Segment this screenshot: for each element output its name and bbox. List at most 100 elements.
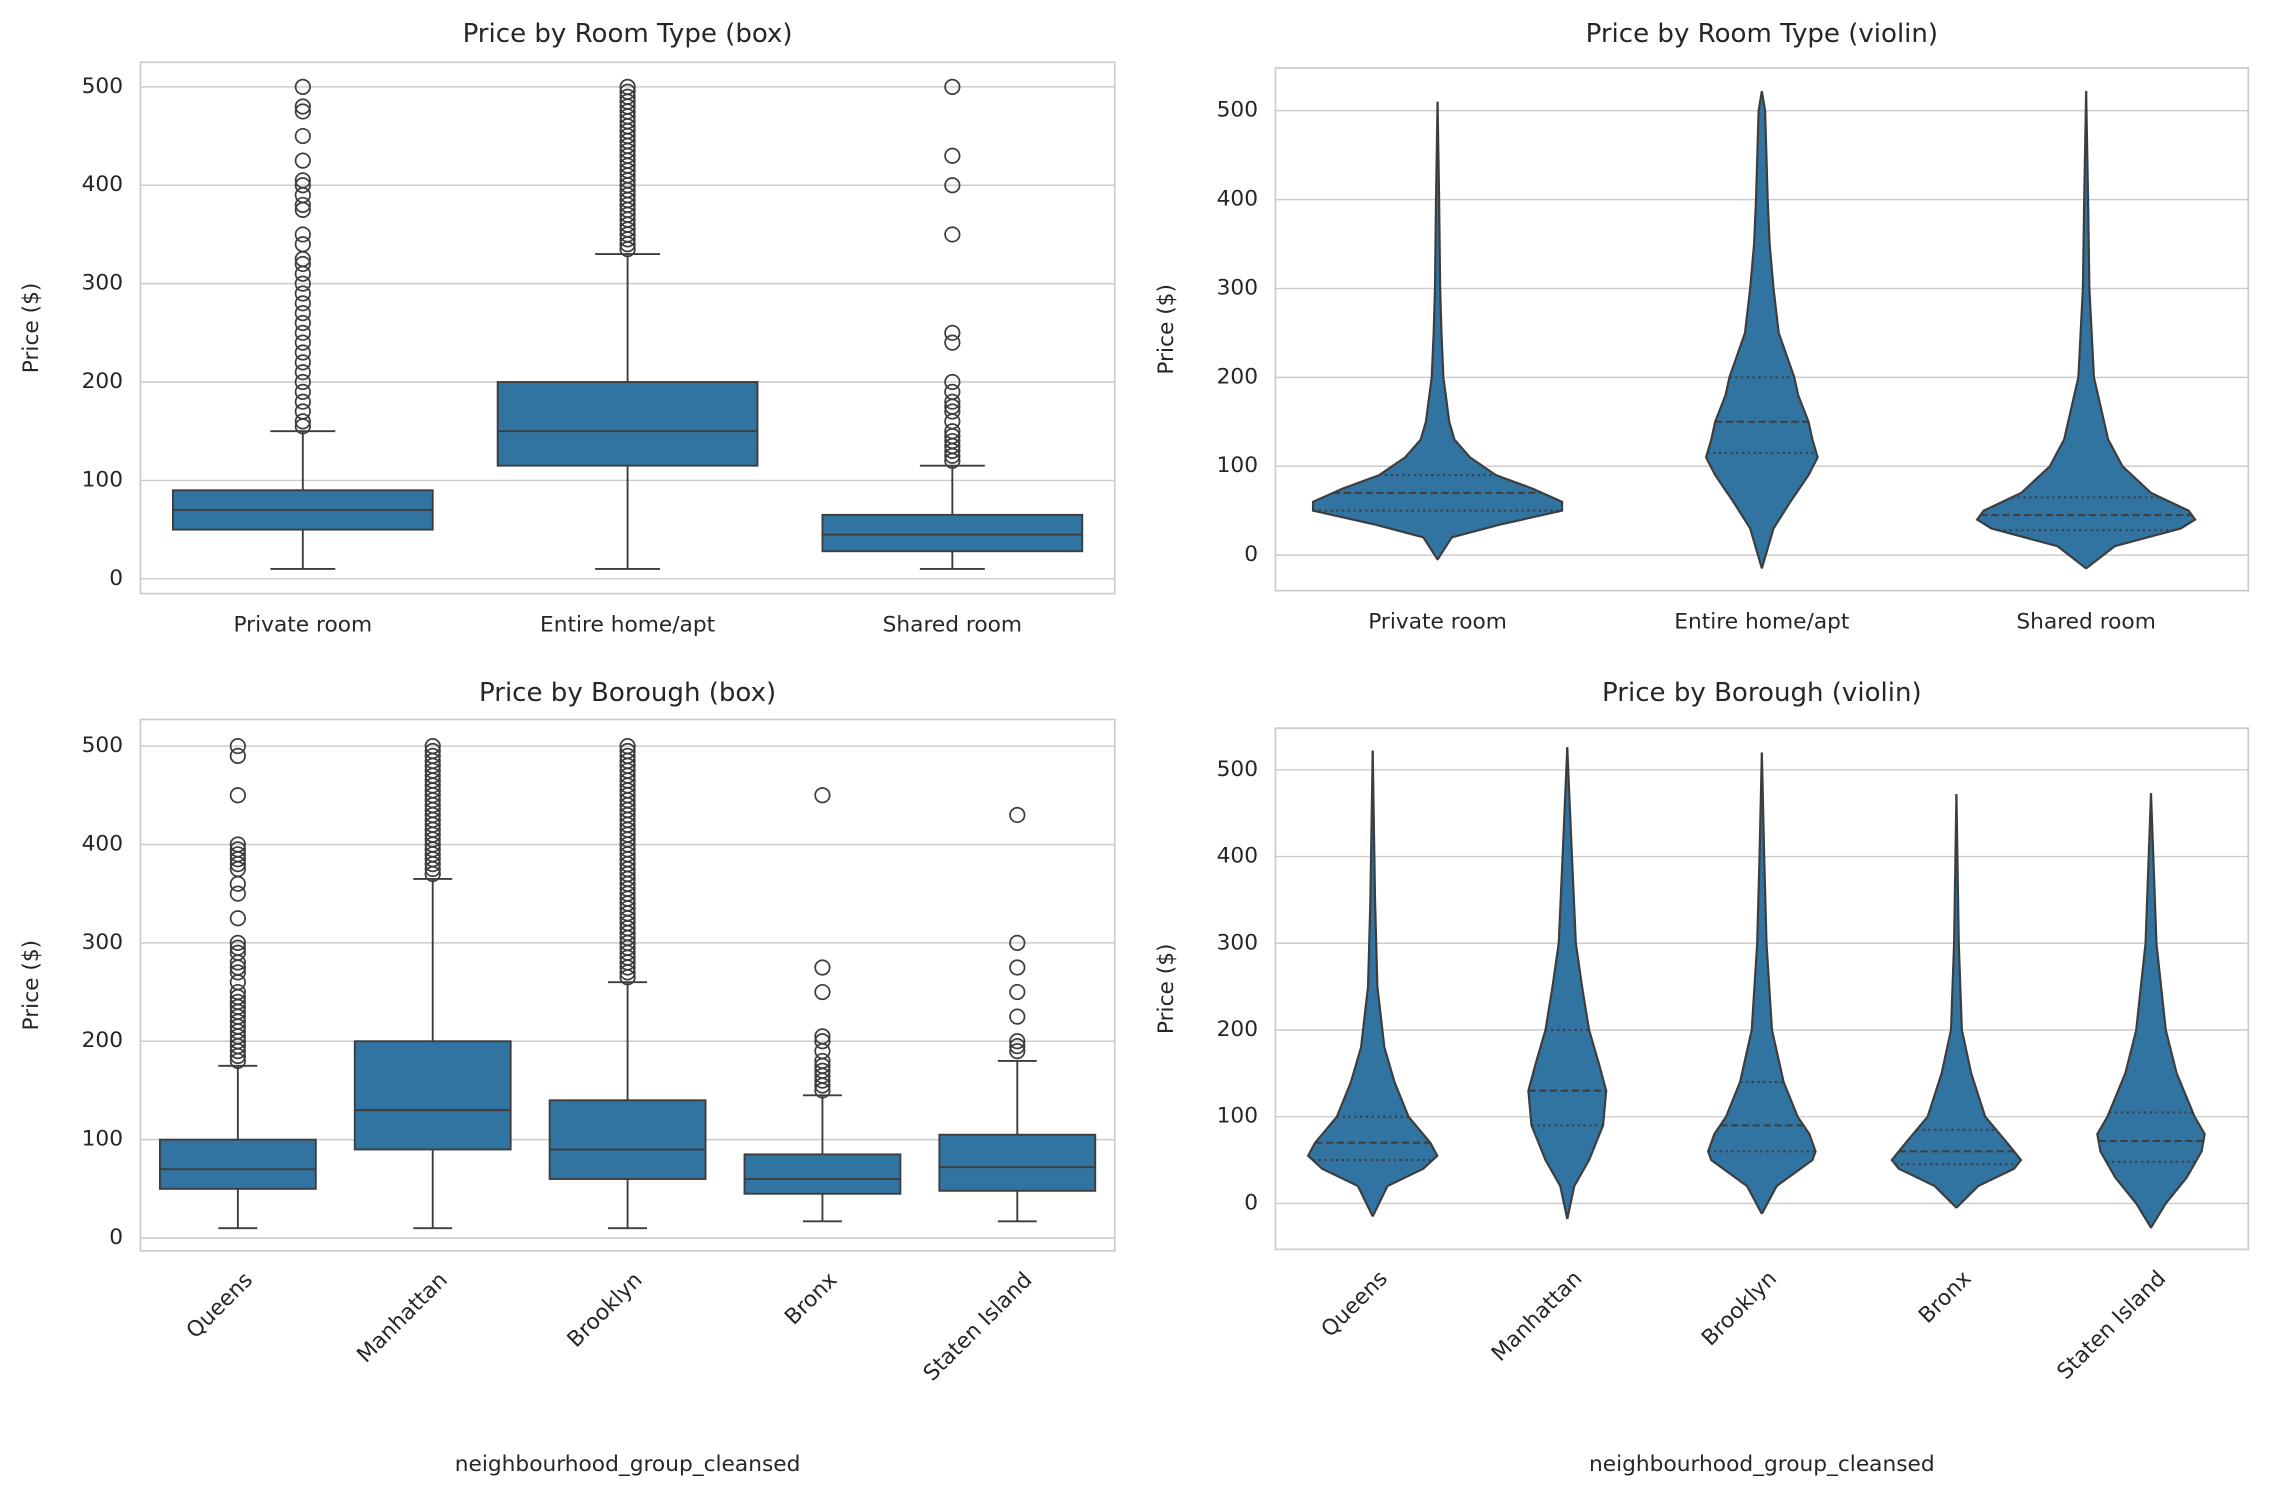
y-tick-label: 100 bbox=[82, 467, 123, 492]
y-tick-label: 100 bbox=[82, 1127, 123, 1152]
violin-outline bbox=[1975, 91, 2088, 570]
x-tick-label: Bronx bbox=[1914, 1266, 1976, 1328]
y-tick-label: 500 bbox=[82, 733, 123, 758]
outlier bbox=[229, 836, 246, 853]
y-tick-label: 100 bbox=[1217, 453, 1258, 478]
outlier bbox=[619, 88, 636, 105]
outlier bbox=[814, 1033, 831, 1050]
outlier bbox=[944, 334, 961, 351]
outlier bbox=[1009, 1038, 1026, 1055]
violin-body bbox=[1372, 750, 1438, 1217]
violin-body bbox=[1437, 101, 1563, 562]
x-tick-label: Manhattan bbox=[352, 1268, 452, 1368]
y-tick-label: 500 bbox=[82, 74, 123, 99]
outlier bbox=[294, 373, 311, 391]
y-tick-label: 300 bbox=[1217, 930, 1258, 955]
violin-body bbox=[1761, 91, 1819, 569]
outlier bbox=[944, 393, 961, 410]
violin-outline bbox=[1707, 752, 1763, 1215]
box bbox=[158, 1138, 317, 1190]
outlier bbox=[294, 177, 311, 194]
y-axis-label: Price ($) bbox=[1154, 284, 1179, 375]
x-tick-label: Brooklyn bbox=[1697, 1266, 1782, 1351]
x-tick-label: Queens bbox=[1317, 1266, 1393, 1342]
box bbox=[821, 513, 1084, 553]
chart-title: Price by Borough (box) bbox=[479, 678, 776, 708]
x-tick-label: Entire home/apt bbox=[540, 612, 715, 637]
box bbox=[938, 1133, 1097, 1192]
outlier bbox=[294, 255, 311, 273]
y-tick-label: 200 bbox=[82, 369, 123, 394]
x-tick-label: Staten Island bbox=[2053, 1266, 2172, 1385]
outlier bbox=[294, 334, 311, 351]
outlier bbox=[944, 147, 961, 164]
x-tick-label: Staten Island bbox=[919, 1268, 1038, 1387]
outlier bbox=[294, 383, 311, 400]
y-tick-label: 200 bbox=[1217, 1017, 1258, 1042]
outlier bbox=[294, 285, 311, 302]
y-axis-label: Price ($) bbox=[19, 283, 44, 374]
outlier bbox=[229, 875, 246, 892]
outlier bbox=[1009, 1008, 1026, 1025]
outlier bbox=[229, 737, 246, 755]
y-tick-label: 0 bbox=[109, 1225, 123, 1250]
box bbox=[353, 1040, 512, 1151]
outlier bbox=[814, 983, 831, 1001]
outlier bbox=[814, 1062, 831, 1079]
outlier bbox=[944, 226, 961, 243]
outlier bbox=[294, 393, 311, 410]
y-tick-label: 0 bbox=[109, 566, 123, 591]
violin-outline bbox=[1704, 90, 1763, 569]
outlier bbox=[294, 98, 311, 115]
outlier bbox=[619, 737, 636, 755]
x-tick-label: Brooklyn bbox=[563, 1268, 648, 1353]
outlier bbox=[1009, 959, 1026, 976]
y-tick-label: 300 bbox=[1217, 275, 1258, 300]
y-tick-label: 0 bbox=[1244, 1190, 1258, 1215]
outlier bbox=[944, 403, 961, 420]
plot-frame bbox=[139, 718, 1116, 1252]
violin-outline bbox=[2096, 793, 2153, 1229]
outlier bbox=[1009, 806, 1026, 824]
outlier bbox=[294, 295, 311, 312]
outlier bbox=[294, 196, 311, 214]
violin-outline bbox=[1311, 101, 1439, 561]
outlier bbox=[1009, 934, 1026, 951]
outlier bbox=[229, 885, 246, 902]
x-tick-label: Private room bbox=[1368, 610, 1507, 635]
x-tick-label: Bronx bbox=[780, 1268, 842, 1330]
y-tick-label: 100 bbox=[1217, 1104, 1258, 1129]
outlier bbox=[229, 934, 246, 951]
outlier bbox=[619, 83, 636, 100]
x-axis-label: neighbourhood_group_cleansed bbox=[455, 1452, 801, 1477]
violin-body bbox=[1312, 101, 1439, 562]
outlier bbox=[1009, 1042, 1026, 1060]
y-tick-label: 0 bbox=[1244, 542, 1258, 567]
outlier bbox=[814, 1028, 831, 1045]
violin-outline bbox=[1760, 752, 1817, 1215]
outlier bbox=[1009, 983, 1026, 1001]
outlier bbox=[619, 78, 636, 95]
x-tick-label: Shared room bbox=[2016, 610, 2155, 635]
y-tick-label: 200 bbox=[1217, 364, 1258, 389]
x-tick-label: Manhattan bbox=[1487, 1266, 1587, 1366]
outlier bbox=[229, 846, 246, 863]
outlier bbox=[944, 373, 961, 391]
outlier bbox=[294, 344, 311, 361]
outlier bbox=[294, 403, 311, 420]
outlier bbox=[294, 103, 311, 120]
outlier bbox=[294, 172, 311, 189]
violin-body bbox=[1527, 747, 1568, 1220]
outlier bbox=[294, 127, 311, 145]
chart-title: Price by Borough (violin) bbox=[1602, 678, 1922, 708]
violin-outline bbox=[1760, 90, 1819, 569]
chart-title: Price by Room Type (violin) bbox=[1586, 19, 1939, 49]
outlier bbox=[294, 413, 311, 430]
outlier bbox=[424, 742, 441, 760]
plot-frame bbox=[1274, 727, 2250, 1251]
outlier bbox=[944, 423, 961, 440]
y-tick-label: 400 bbox=[1217, 844, 1258, 869]
outlier bbox=[814, 959, 831, 976]
violin-outline bbox=[1371, 750, 1439, 1217]
violin-outline bbox=[2149, 793, 2206, 1229]
